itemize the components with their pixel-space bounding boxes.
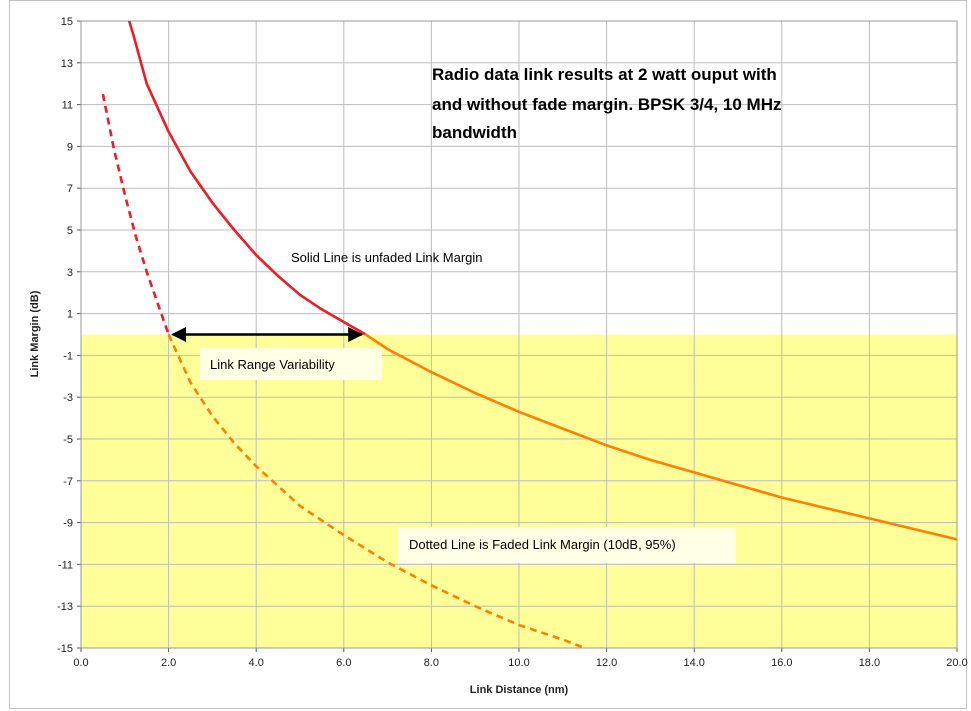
y-tick-label: 13 [61,58,73,70]
solid-line-annotation: Solid Line is unfaded Link Margin [291,250,483,265]
range-annotation: Link Range Variability [210,357,335,372]
x-tick-label: 14.0 [683,657,704,669]
x-tick-label: 6.0 [336,657,351,669]
unfaded-margin-line-above-zero [127,21,367,336]
y-tick-label: 7 [67,183,73,195]
y-tick-label: 15 [61,16,73,28]
y-tick-label: -11 [58,559,73,571]
axes: 0.0 2.0 4.0 6.0 8.0 10.0 12.0 14.0 16.0 18.0 20.0 -… [57,16,968,669]
dotted-line-annotation-box [398,527,736,563]
chart-title-line-2: and without fade margin. BPSK 3/4, 10 MH… [432,95,782,114]
y-tick-label: -5 [63,434,73,446]
y-tick-label: -9 [63,518,73,530]
plot-area-border [80,20,958,649]
y-tick-label: 1 [67,309,73,321]
y-tick-label: -1 [63,350,73,362]
x-tick-label: 0.0 [73,657,88,669]
y-tick-label: 3 [67,267,73,279]
range-annotation-box [200,348,382,380]
y-tick-label: -15 [57,643,73,655]
faded-margin-line-below-zero [167,333,586,648]
y-tick-label: 5 [67,225,73,237]
y-tick-label: -3 [63,392,73,404]
chart-title-line-3: bandwidth [432,123,517,142]
y-tick-label: -7 [63,476,73,488]
x-axis-title: Link Distance (nm) [470,684,569,696]
x-tick-label: 2.0 [161,657,176,669]
unfaded-margin-line-below-zero [364,333,957,541]
annotations: Solid Line is unfaded Link Margin Link R… [200,250,736,563]
y-axis-title: Link Margin (dB) [29,290,41,377]
y-tick-label: -13 [57,601,73,613]
faded-margin-line-above-zero [101,93,170,335]
x-tick-label: 16.0 [771,657,792,669]
dotted-line-annotation: Dotted Line is Faded Link Margin (10dB, … [409,537,676,552]
chart-title-line-1: Radio data link results at 2 watt ouput … [432,65,777,84]
x-tick-label: 18.0 [859,657,880,669]
series [101,21,957,648]
x-tick-label: 20.0 [946,657,967,669]
x-tick-label: 8.0 [424,657,439,669]
x-tick-label: 4.0 [249,657,264,669]
y-tick-label: 11 [62,100,73,112]
chart-title: Radio data link results at 2 watt ouput … [432,65,782,142]
x-tick-label: 12.0 [596,657,617,669]
y-tick-label: 9 [67,141,73,153]
x-tick-label: 10.0 [508,657,529,669]
chart-frame [9,0,967,709]
